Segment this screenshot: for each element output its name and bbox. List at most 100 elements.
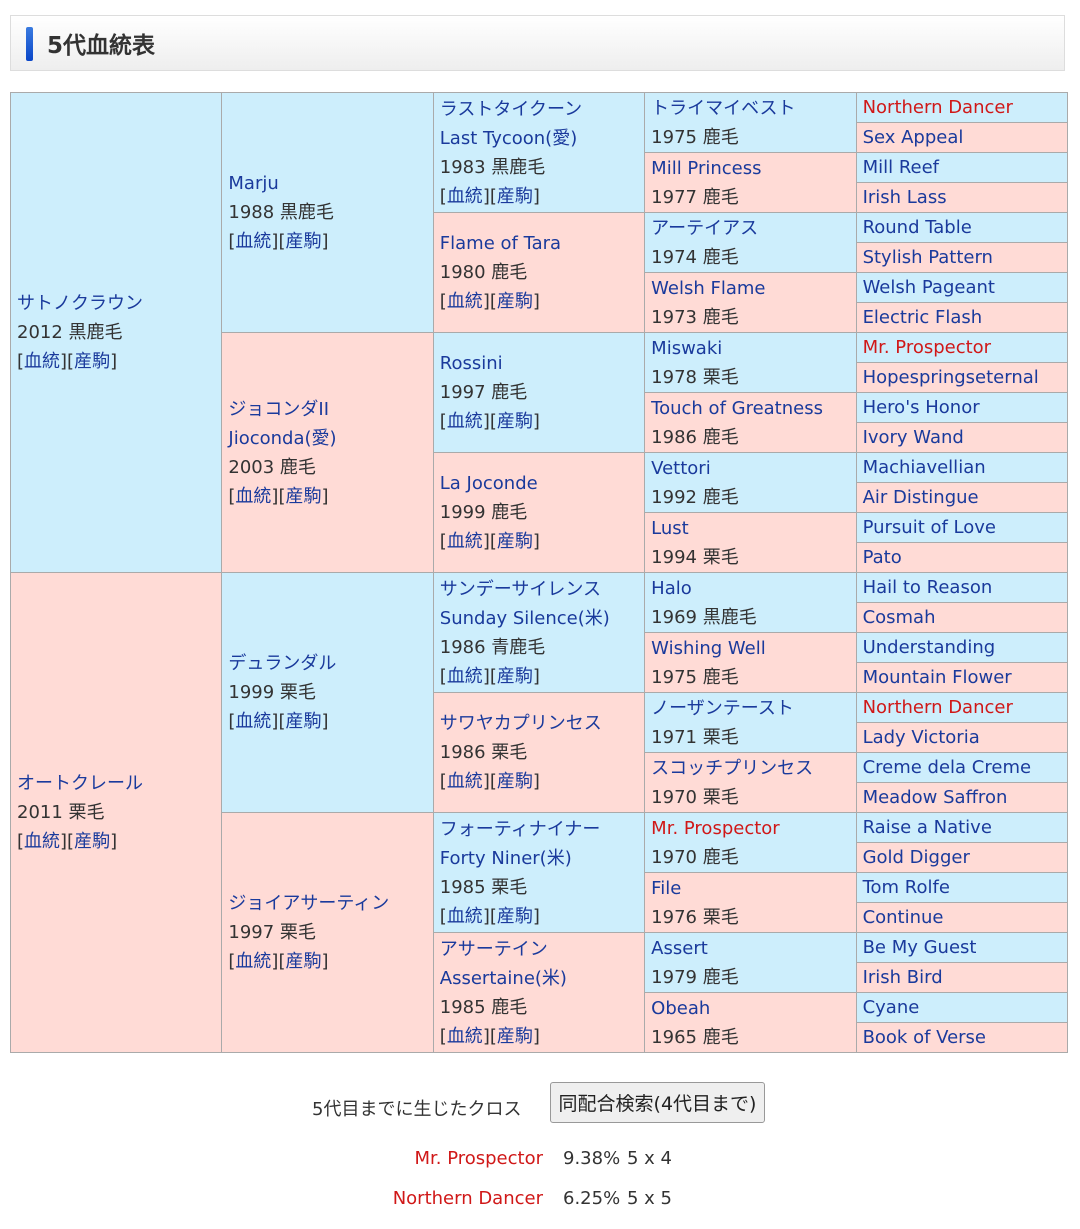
horse-name-link[interactable]: デュランダル (228, 653, 337, 674)
pedigree-link[interactable]: 血統 (24, 831, 61, 852)
horse-name-link[interactable]: サトノクラウン (17, 293, 143, 314)
progeny-link[interactable]: 産駒 (285, 231, 322, 252)
pedigree-link[interactable]: 血統 (446, 185, 483, 207)
progeny-link[interactable]: 産駒 (496, 771, 533, 792)
horse-name-link[interactable]: Cosmah (862, 607, 936, 628)
horse-name-link[interactable]: Mill Princess (651, 157, 762, 179)
horse-name-link[interactable]: Pursuit of Love (862, 517, 996, 538)
pedigree-link[interactable]: 血統 (446, 771, 483, 792)
horse-name-link[interactable]: トライマイベスト (651, 97, 796, 119)
horse-name-link[interactable]: Assert (651, 937, 708, 959)
cross-horse-link[interactable]: Mr. Prospector (414, 1148, 543, 1169)
horse-name-link[interactable]: サワヤカプリンセス (439, 713, 602, 734)
horse-name-link[interactable]: サンデーサイレンス (439, 578, 602, 600)
horse-name-link[interactable]: Meadow Saffron (862, 787, 1008, 808)
horse-name-link[interactable]: ノーザンテースト (651, 697, 794, 719)
progeny-link[interactable]: 産駒 (496, 905, 533, 927)
progeny-link[interactable]: 産駒 (285, 485, 322, 507)
horse-name-link[interactable]: Stylish Pattern (862, 247, 993, 268)
pedigree-link[interactable]: 血統 (235, 711, 272, 732)
horse-name-en-link[interactable]: Forty Niner(米) (439, 847, 572, 869)
horse-name-link[interactable]: フォーティナイナー (439, 818, 601, 840)
horse-name-link[interactable]: Lust (651, 517, 689, 539)
horse-name-link[interactable]: Obeah (651, 997, 711, 1019)
horse-name-link[interactable]: Northern Dancer (862, 697, 1013, 718)
same-mating-search-button[interactable]: 同配合検索(4代目まで) (550, 1082, 765, 1123)
pedigree-link[interactable]: 血統 (24, 351, 61, 372)
horse-name-link[interactable]: Understanding (862, 637, 996, 658)
horse-name-link[interactable]: Sex Appeal (862, 127, 964, 148)
progeny-link[interactable]: 産駒 (496, 291, 533, 312)
horse-name-link[interactable]: アサーテイン (439, 938, 548, 960)
pedigree-link[interactable]: 血統 (446, 1025, 483, 1047)
horse-name-link[interactable]: Be My Guest (862, 937, 977, 958)
horse-name-link[interactable]: Irish Bird (862, 967, 943, 988)
horse-name-link[interactable]: Irish Lass (862, 187, 947, 208)
horse-name-link[interactable]: Machiavellian (862, 457, 986, 478)
progeny-link[interactable]: 産駒 (496, 665, 533, 687)
horse-name-en-link[interactable]: Sunday Silence(米) (439, 607, 610, 629)
horse-name-link[interactable]: Touch of Greatness (651, 397, 823, 419)
horse-name-link[interactable]: Mill Reef (862, 157, 940, 178)
pedigree-link[interactable]: 血統 (235, 231, 272, 252)
horse-name-link[interactable]: Marju (228, 173, 279, 194)
horse-links: [血統][産駒] (17, 351, 118, 372)
horse-name-link[interactable]: Round Table (862, 217, 972, 238)
horse-name-link[interactable]: アーテイアス (651, 217, 759, 239)
horse-name-link[interactable]: Mountain Flower (862, 667, 1012, 688)
horse-name-link[interactable]: Mr. Prospector (862, 337, 992, 358)
pedigree-link[interactable]: 血統 (446, 665, 483, 687)
horse-name-link[interactable]: La Joconde (439, 473, 538, 494)
progeny-link[interactable]: 産駒 (74, 351, 111, 372)
horse-name-link[interactable]: Welsh Flame (651, 277, 766, 299)
horse-name-link[interactable]: Welsh Pageant (862, 277, 995, 298)
horse-name-link[interactable]: Halo (651, 577, 692, 599)
horse-name-en-link[interactable]: Last Tycoon(愛) (439, 127, 578, 149)
progeny-link[interactable]: 産駒 (74, 831, 111, 852)
progeny-link[interactable]: 産駒 (496, 1025, 533, 1047)
progeny-link[interactable]: 産駒 (285, 951, 322, 972)
pedigree-link[interactable]: 血統 (235, 485, 272, 507)
horse-name-link[interactable]: Book of Verse (862, 1027, 986, 1048)
pedigree-link[interactable]: 血統 (235, 951, 272, 972)
pedigree-link[interactable]: 血統 (446, 291, 483, 312)
pedigree-link[interactable]: 血統 (446, 905, 483, 927)
cross-horse-link[interactable]: Northern Dancer (392, 1188, 543, 1209)
horse-name-link[interactable]: Tom Rolfe (862, 877, 950, 898)
horse-name-link[interactable]: Air Distingue (862, 487, 979, 508)
progeny-link[interactable]: 産駒 (285, 711, 322, 732)
cross-percent: 9.38% (563, 1148, 621, 1169)
horse-name-link[interactable]: Cyane (862, 997, 920, 1018)
horse-name-link[interactable]: Hopespringseternal (862, 367, 1039, 388)
pedigree-link[interactable]: 血統 (446, 531, 483, 552)
pedigree-link[interactable]: 血統 (446, 411, 483, 432)
horse-name-link[interactable]: ジョイアサーティン (228, 893, 390, 914)
horse-name-link[interactable]: オートクレール (17, 773, 143, 794)
horse-name-link[interactable]: Creme dela Creme (862, 757, 1032, 778)
horse-name-link[interactable]: Gold Digger (862, 847, 970, 868)
horse-name-link[interactable]: ラストタイクーン (439, 98, 583, 120)
progeny-link[interactable]: 産駒 (496, 185, 533, 207)
horse-name-link[interactable]: File (651, 877, 682, 899)
horse-name-en-link[interactable]: Jioconda(愛) (228, 427, 337, 449)
horse-name-link[interactable]: Raise a Native (862, 817, 992, 838)
horse-name-link[interactable]: Electric Flash (862, 307, 983, 328)
horse-name-link[interactable]: Northern Dancer (862, 97, 1013, 118)
horse-name-link[interactable]: Mr. Prospector (651, 817, 780, 839)
horse-name-link[interactable]: Vettori (651, 457, 711, 479)
horse-name-link[interactable]: Hail to Reason (862, 577, 993, 598)
horse-name-link[interactable]: Hero's Honor (862, 397, 980, 418)
horse-name-link[interactable]: スコッチプリンセス (651, 757, 814, 779)
horse-name-link[interactable]: Miswaki (651, 337, 723, 359)
progeny-link[interactable]: 産駒 (496, 531, 533, 552)
horse-name-link[interactable]: Wishing Well (651, 637, 766, 659)
horse-name-link[interactable]: Rossini (439, 353, 503, 374)
horse-name-link[interactable]: Continue (862, 907, 944, 928)
progeny-link[interactable]: 産駒 (496, 411, 533, 432)
horse-name-link[interactable]: Pato (862, 547, 902, 568)
horse-name-link[interactable]: Ivory Wand (862, 427, 964, 448)
horse-name-link[interactable]: Flame of Tara (439, 233, 562, 254)
horse-name-link[interactable]: ジョコンダII (228, 398, 330, 420)
horse-name-en-link[interactable]: Assertaine(米) (439, 967, 567, 989)
horse-name-link[interactable]: Lady Victoria (862, 727, 980, 748)
